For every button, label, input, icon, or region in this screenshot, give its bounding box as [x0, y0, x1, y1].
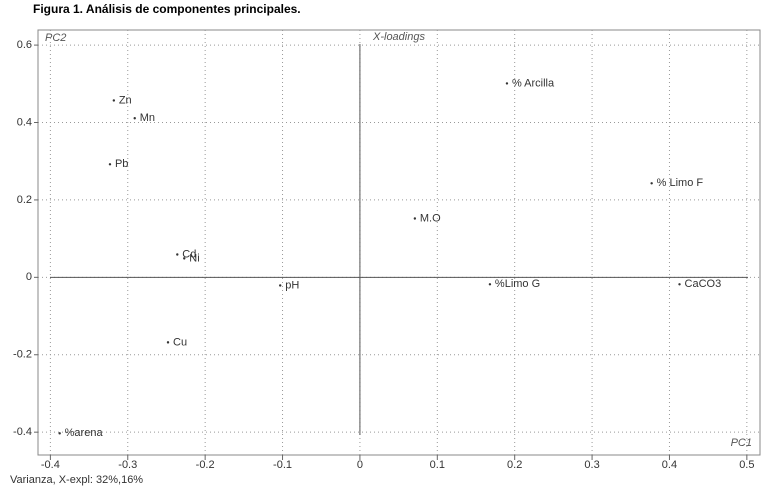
- x-tick-label: -0.1: [273, 459, 292, 471]
- point-label: Mn: [140, 112, 155, 124]
- x-tick-label: -0.3: [118, 459, 137, 471]
- point: [176, 253, 179, 256]
- x-tick-label: -0.2: [196, 459, 215, 471]
- x-tick-label: 0: [357, 459, 363, 471]
- point: [413, 217, 417, 220]
- x-axis-label: PC1: [731, 437, 752, 449]
- point: [133, 117, 136, 120]
- point-label: CaCO3: [685, 278, 722, 290]
- footer: Varianza, X-expl: 32%,16%: [10, 474, 143, 486]
- point-label: Cd: [182, 248, 196, 260]
- x-tick-label: 0.5: [739, 459, 754, 471]
- subtitle: X-loadings: [372, 31, 425, 43]
- y-tick-label: -0.2: [13, 349, 32, 361]
- y-tick-label: 0: [26, 271, 32, 283]
- x-tick-label: -0.4: [41, 459, 60, 471]
- point-label: M.O: [420, 212, 441, 224]
- point: [58, 432, 61, 435]
- y-tick-label: -0.4: [13, 426, 32, 438]
- point: [488, 283, 492, 286]
- point: [166, 341, 170, 344]
- point-label: Pb: [115, 158, 128, 170]
- y-axis-label: PC2: [45, 32, 66, 44]
- point: [108, 163, 112, 166]
- x-tick-label: 0.2: [507, 459, 522, 471]
- point: [650, 182, 653, 185]
- y-tick-label: 0.2: [17, 194, 32, 206]
- point-label: Zn: [119, 94, 132, 106]
- plot-frame: [37, 29, 761, 456]
- x-tick-label: 0.4: [662, 459, 677, 471]
- y-tick-label: 0.6: [17, 39, 32, 51]
- point-label: %arena: [65, 427, 104, 439]
- y-tick-label: 0.4: [17, 116, 32, 128]
- point-label: % Arcilla: [512, 77, 555, 89]
- point: [505, 82, 509, 85]
- point-label: %Limo G: [495, 278, 540, 290]
- point-label: % Limo F: [657, 177, 704, 189]
- x-tick-label: 0.3: [584, 459, 599, 471]
- x-tick-label: 0.1: [430, 459, 445, 471]
- point-label: Cu: [173, 336, 187, 348]
- point: [678, 283, 681, 286]
- point: [279, 284, 282, 287]
- point: [183, 257, 186, 260]
- chart-title: Figura 1. Análisis de componentes princi…: [33, 2, 301, 16]
- point: [112, 99, 116, 102]
- point-label: Ni: [189, 252, 199, 264]
- point-label: pH: [285, 279, 299, 291]
